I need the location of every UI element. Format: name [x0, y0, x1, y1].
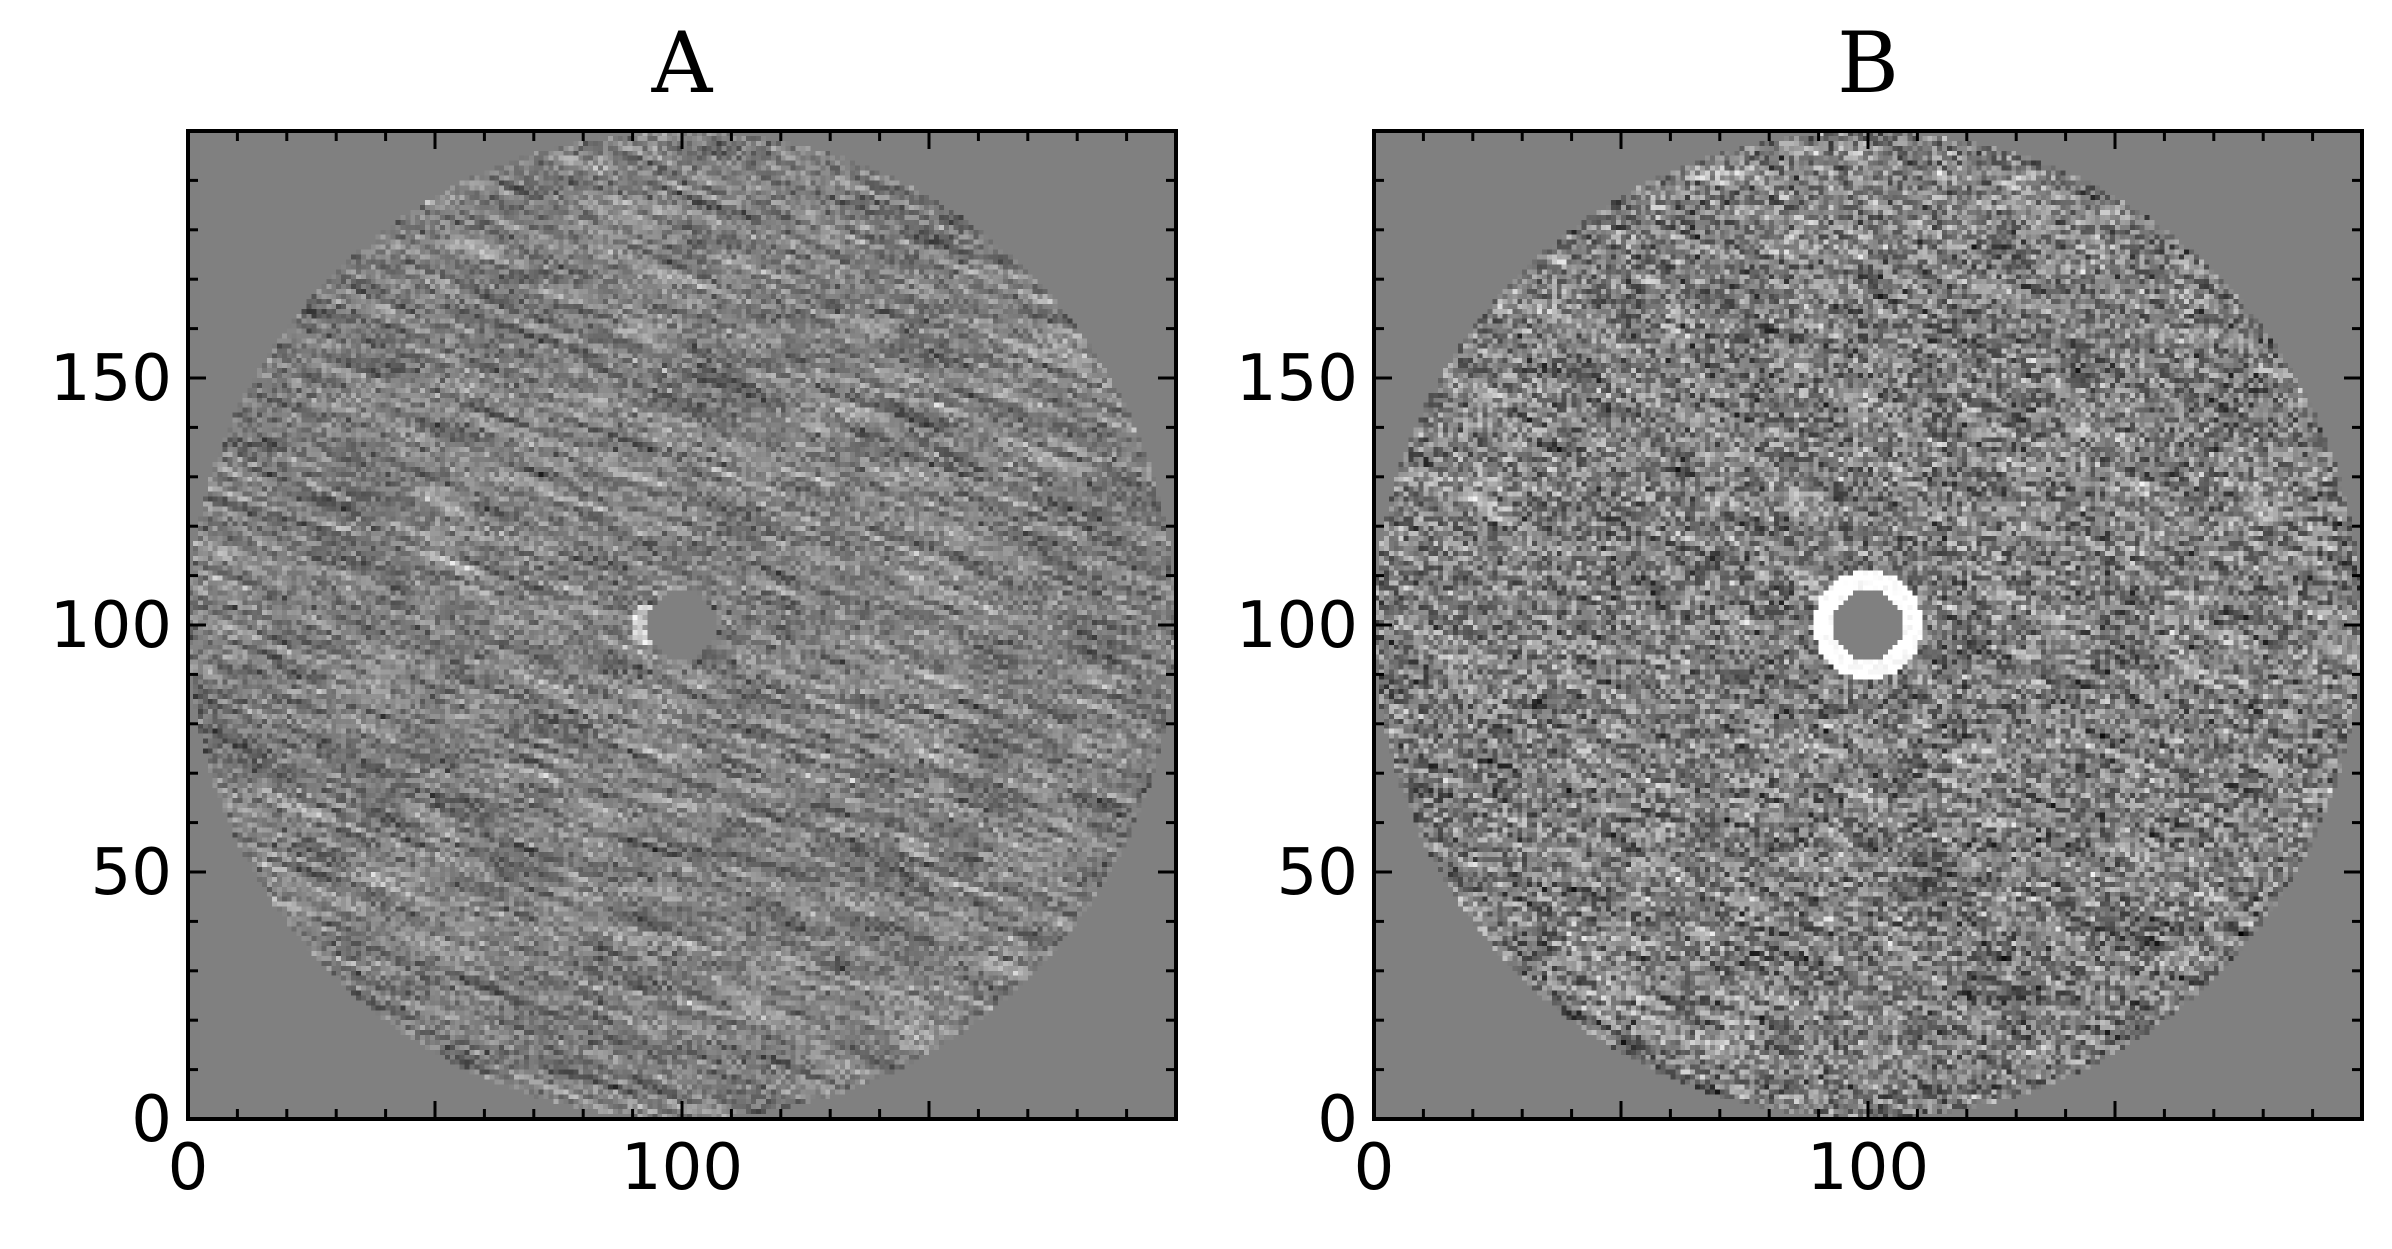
x-tick-label: 100 — [621, 1131, 743, 1205]
y-tick-label: 0 — [1317, 1083, 1358, 1157]
y-tick-label: 150 — [1236, 342, 1358, 416]
panel-title: A — [651, 14, 714, 112]
axes-frame — [1372, 129, 2364, 1121]
panel-B: 0 100 0 50 100 150 B — [1236, 14, 2364, 1205]
x-tick-label: 100 — [1807, 1131, 1929, 1205]
heatmap-image — [188, 131, 1176, 1119]
y-tick-label: 100 — [50, 589, 172, 663]
y-tick-label: 100 — [1236, 589, 1358, 663]
y-tick-label: 0 — [131, 1083, 172, 1157]
panel-A: 0 100 0 50 100 150 A — [50, 14, 1178, 1205]
x-tick-label: 0 — [168, 1131, 209, 1205]
x-tick-label: 0 — [1354, 1131, 1395, 1205]
panel-title: B — [1837, 14, 1899, 112]
y-tick-label: 50 — [91, 836, 172, 910]
y-tick-label: 50 — [1277, 836, 1358, 910]
heatmap-image — [1374, 131, 2362, 1119]
y-tick-label: 150 — [50, 342, 172, 416]
axes-frame — [186, 129, 1178, 1121]
